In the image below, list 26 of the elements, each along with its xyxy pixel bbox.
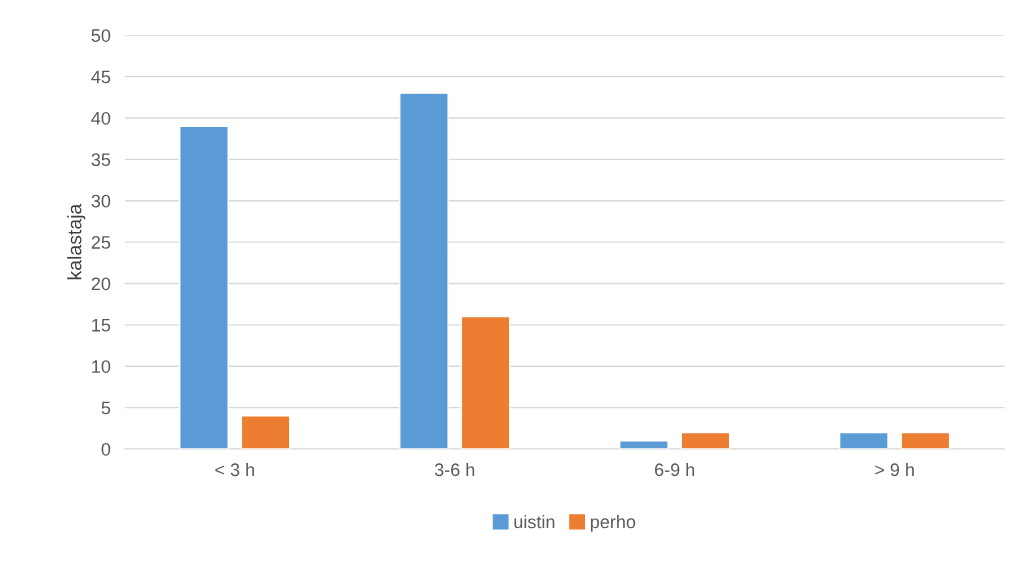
y-axis-title: kalastaja (67, 203, 86, 280)
bar (179, 125, 229, 449)
y-tick-label: 45 (91, 70, 111, 84)
y-tick-label: 40 (91, 111, 111, 125)
bar (838, 431, 889, 449)
bar (618, 440, 669, 449)
legend-label: perho (590, 515, 636, 532)
y-tick-label: 10 (92, 360, 111, 373)
bar (900, 431, 951, 449)
x-tick-label: 3-6 h (434, 462, 475, 477)
y-tick-label: 20 (91, 277, 111, 291)
y-tick-label: 50 (91, 29, 111, 42)
y-tick-label: 35 (91, 153, 111, 167)
x-tick-label: < 3 h (215, 462, 254, 477)
y-tick-label: 15 (92, 318, 111, 332)
y-tick-label: 5 (101, 401, 111, 415)
y-tick-label: 30 (91, 194, 111, 208)
legend-label: uistin (514, 515, 555, 529)
y-tick-label: 25 (91, 236, 111, 249)
bar (460, 315, 511, 449)
bar (399, 92, 449, 449)
x-tick-label: 6-9 h (655, 462, 695, 477)
y-tick-label: 0 (101, 442, 111, 456)
bar (680, 431, 731, 449)
x-tick-label: > 9 h (875, 462, 914, 477)
bar (240, 415, 291, 449)
